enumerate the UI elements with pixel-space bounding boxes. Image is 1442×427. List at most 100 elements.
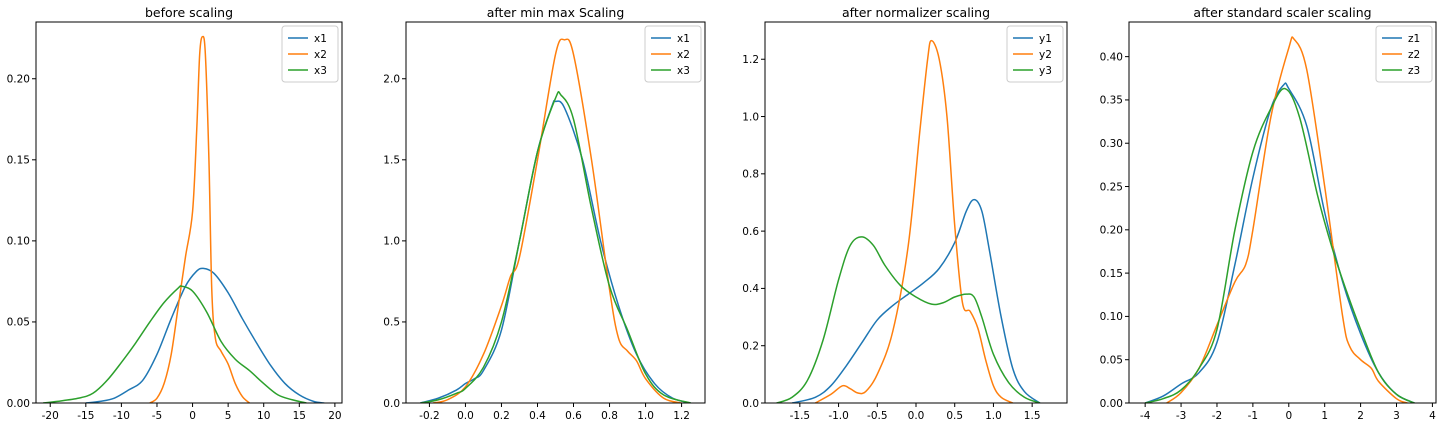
y-tick-label: 0.2 [742,341,759,353]
legend-box [1006,25,1064,83]
y-tick-label: 0.8 [742,169,759,181]
legend-box [281,25,339,83]
y-tick-label: 0.05 [7,317,30,329]
x-tick-label: -4 [1140,410,1151,422]
x-tick-label: 3 [1393,410,1400,422]
plot-frame [405,21,706,404]
x-tick-label: 0.0 [908,410,925,422]
legend-label: y1 [1039,33,1052,45]
series-group [1144,36,1415,403]
x-tick-label: -3 [1176,410,1186,422]
x-tick-label: 0.4 [529,410,546,422]
y-tick-label: 1.5 [383,155,400,167]
chart-panel-2: after min max Scaling -0.2 0.0 0.2 0.4 0.6 0.8… [383,5,706,422]
legend-label: x3 [677,65,690,77]
legend-label: x2 [314,49,327,61]
y-tick-label: 0.40 [1100,51,1123,63]
x-tick-label: 0.6 [565,410,582,422]
y-tick-label: 0.0 [742,398,759,410]
y-tick-label: 0.00 [7,398,30,410]
legend-label: y2 [1039,49,1052,61]
legend: x1 x2 x3 [644,25,702,83]
x-tick-label: 0 [1285,410,1292,422]
y-tick-label: 0.20 [1100,225,1123,237]
y-tick-label: 0.4 [742,283,759,295]
legend-box [644,25,702,83]
y-tick-label: 0.00 [1100,398,1123,410]
y-tick-label: 1.2 [742,54,759,66]
series-line-x2 [149,35,250,403]
y-tick-label: 0.20 [7,74,30,86]
legend-label: y3 [1039,65,1052,77]
x-tick-label: 1.0 [985,410,1002,422]
legend: y1 y2 y3 [1006,25,1064,83]
x-tick-label: -20 [42,410,59,422]
x-tick-label: 5 [225,410,232,422]
plot-frame [1128,21,1437,404]
chart-title: after standard scaler scaling [1193,5,1371,20]
x-tick-label: -2 [1212,410,1222,422]
legend-label: x2 [677,49,690,61]
x-tick-label: -1 [1248,410,1258,422]
chart-title: after min max Scaling [487,5,625,20]
chart-panel-3: after normalizer scaling -1.5 -1.0 -0.5 0.0 0… [742,5,1068,422]
legend-label: x1 [314,33,327,45]
y-tick-label: 0.30 [1100,138,1123,150]
series-line-x3 [420,90,691,403]
series-group [43,35,325,403]
y-tick-label: 0.15 [7,155,30,167]
series-line-y2 [814,39,1014,403]
y-tick-label: 0.0 [383,398,400,410]
legend-box [1375,25,1433,83]
legend-label: z3 [1408,65,1420,77]
series-line-x1 [420,99,691,403]
series-line-y3 [776,236,1041,403]
x-tick-label: 0 [189,410,196,422]
chart-title: after normalizer scaling [842,5,990,20]
y-tick-label: 0.10 [7,236,30,248]
x-tick-label: -10 [113,410,130,422]
y-tick-label: 0.5 [383,317,400,329]
series-line-y1 [791,198,1041,403]
series-line-z3 [1144,87,1415,403]
x-tick-label: 1 [1321,410,1328,422]
x-tick-label: -1.5 [790,410,811,422]
series-line-x2 [432,38,682,403]
series-line-x1 [85,267,325,403]
x-tick-label: -15 [77,410,94,422]
x-tick-label: 0.2 [493,410,510,422]
series-group [420,38,691,403]
y-tick-label: 0.05 [1100,355,1123,367]
legend-label: x1 [677,33,690,45]
x-tick-label: 2 [1357,410,1364,422]
chart-panel-4: after standard scaler scaling -4 -3 -2 -1 0 1 2… [1100,5,1437,422]
y-tick-label: 0.35 [1100,95,1123,107]
y-tick-label: 0.10 [1100,311,1123,323]
x-tick-label: 0.5 [946,410,963,422]
series-line-z1 [1144,82,1415,403]
y-tick-label: 1.0 [742,111,759,123]
x-tick-label: 10 [257,410,270,422]
legend: z1 z2 z3 [1375,25,1433,83]
y-tick-label: 1.0 [383,236,400,248]
x-tick-label: -1.0 [828,410,849,422]
x-tick-label: -5 [152,410,162,422]
x-tick-label: 20 [328,410,341,422]
chart-panel-1: before scaling -20 -15 -10 -5 0 5 10 15 20 0.00 0.0… [7,5,343,422]
legend-label: z1 [1408,33,1420,45]
legend-label: x3 [314,65,327,77]
x-tick-label: 0.0 [457,410,474,422]
x-tick-label: -0.5 [867,410,888,422]
x-tick-label: 15 [293,410,306,422]
series-line-z2 [1166,36,1408,403]
x-tick-label: 0.8 [601,410,618,422]
series-line-x3 [43,285,307,403]
y-tick-label: 0.6 [742,226,759,238]
y-tick-label: 2.0 [383,74,400,86]
x-tick-label: 1.0 [637,410,654,422]
legend: x1 x2 x3 [281,25,339,83]
plot-frame [35,21,343,404]
x-tick-label: 1.2 [673,410,690,422]
y-tick-label: 0.25 [1100,181,1123,193]
